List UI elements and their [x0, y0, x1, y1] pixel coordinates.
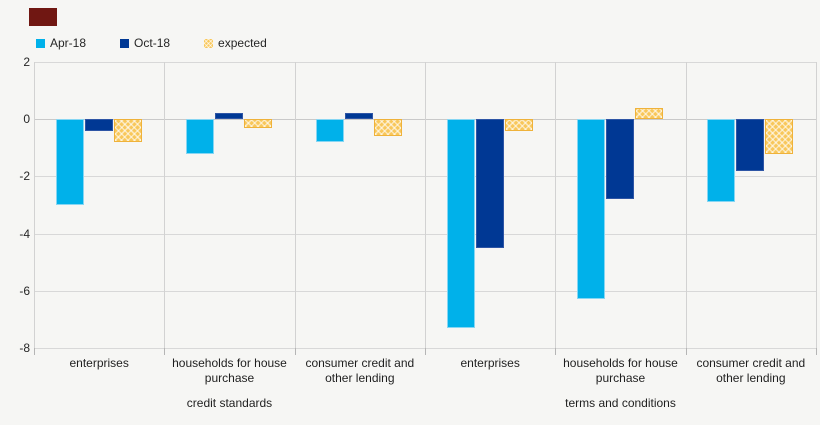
- bar-Apr-18-group4: [446, 119, 475, 328]
- bar-expected-group5: [635, 107, 663, 120]
- y-axis-tick-label: -4: [19, 226, 30, 241]
- legend-label-expected: expected: [218, 36, 267, 50]
- x-axis-tickmark: [425, 348, 426, 355]
- legend-item-apr-18: Apr-18: [36, 36, 86, 50]
- legend-item-expected: expected: [204, 36, 267, 50]
- category-label: households for house purchase: [172, 356, 287, 385]
- y-axis-tick-label: 0: [23, 112, 30, 127]
- panel-divider: [34, 62, 35, 348]
- bar-Oct-18-group3: [345, 113, 374, 120]
- x-axis-tickmark: [164, 348, 166, 355]
- category-label: enterprises: [460, 356, 520, 370]
- bar-Apr-18-group6: [707, 119, 736, 203]
- x-axis-tickmark: [34, 348, 35, 355]
- category-label: consumer credit and other lending: [305, 356, 415, 385]
- panel-divider: [555, 62, 557, 348]
- apr-18-swatch-icon: [36, 38, 45, 48]
- panel-divider: [425, 62, 426, 348]
- category-label: households for house purchase: [563, 356, 678, 385]
- bar-Apr-18-group3: [316, 119, 345, 143]
- legend-label-oct-18: Oct-18: [134, 36, 171, 50]
- x-axis-tickmark: [685, 348, 687, 355]
- legend-item-oct-18: Oct-18: [120, 36, 170, 50]
- category-label: enterprises: [69, 356, 129, 370]
- bar-Apr-18-group2: [186, 119, 214, 154]
- section-label: terms and conditions: [565, 396, 676, 410]
- panel-divider: [685, 62, 687, 348]
- bar-expected-group3: [374, 119, 403, 137]
- panel-divider: [816, 62, 817, 348]
- legend-label-apr-18: Apr-18: [50, 36, 87, 50]
- bar-Oct-18-group6: [736, 119, 765, 171]
- panel-divider: [294, 62, 296, 348]
- section-label: credit standards: [186, 396, 273, 410]
- x-axis-tickmark: [555, 348, 557, 355]
- bar-expected-group1: [113, 119, 142, 143]
- y-axis-tick-label: 2: [23, 55, 30, 69]
- bar-Oct-18-group4: [475, 119, 504, 248]
- expected-swatch-icon: [204, 38, 214, 48]
- bar-Oct-18-group1: [84, 119, 113, 131]
- bar-expected-group6: [765, 119, 794, 154]
- corner-marker: [29, 8, 57, 26]
- bar-expected-group2: [244, 119, 272, 128]
- x-axis-tickmark: [816, 348, 817, 355]
- x-axis-tickmark: [294, 348, 296, 355]
- bar-Apr-18-group5: [577, 119, 605, 300]
- chart-legend: Apr-18 Oct-18 expected: [36, 36, 267, 50]
- oct-18-swatch-icon: [120, 38, 130, 48]
- y-axis-tick-label: -8: [19, 341, 30, 355]
- bar-Oct-18-group2: [215, 113, 243, 120]
- y-axis-tick-label: -6: [19, 283, 30, 298]
- y-axis-tick-label: -2: [19, 169, 30, 184]
- bar-Oct-18-group5: [606, 119, 634, 200]
- bar-expected-group4: [504, 119, 533, 131]
- panel-divider: [164, 62, 166, 348]
- category-label: consumer credit and other lending: [696, 356, 806, 385]
- bar-Apr-18-group1: [55, 119, 84, 205]
